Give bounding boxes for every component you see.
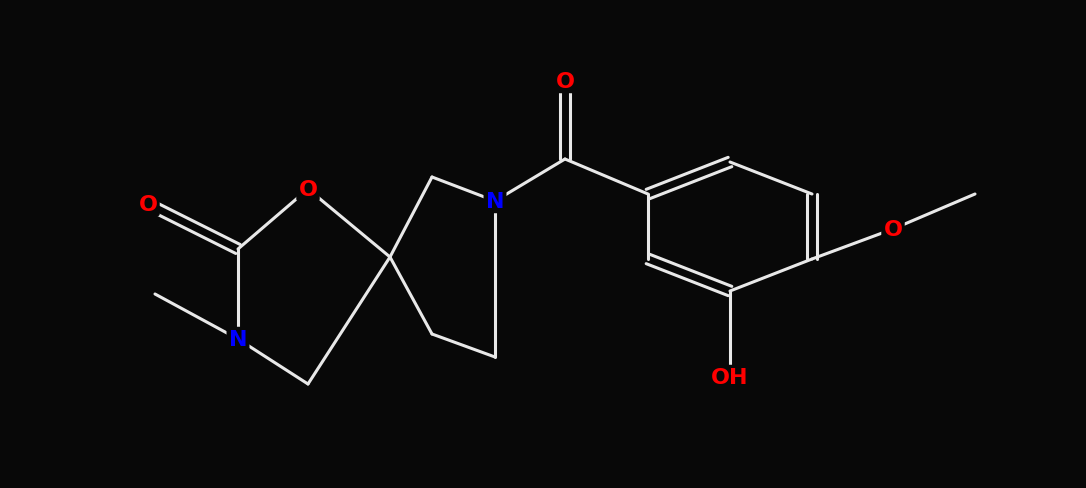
Text: O: O (299, 180, 317, 200)
Text: O: O (556, 72, 574, 92)
Text: OH: OH (711, 367, 748, 387)
Text: O: O (139, 195, 157, 215)
Text: N: N (485, 192, 504, 212)
Text: O: O (884, 220, 902, 240)
Text: N: N (229, 329, 248, 349)
